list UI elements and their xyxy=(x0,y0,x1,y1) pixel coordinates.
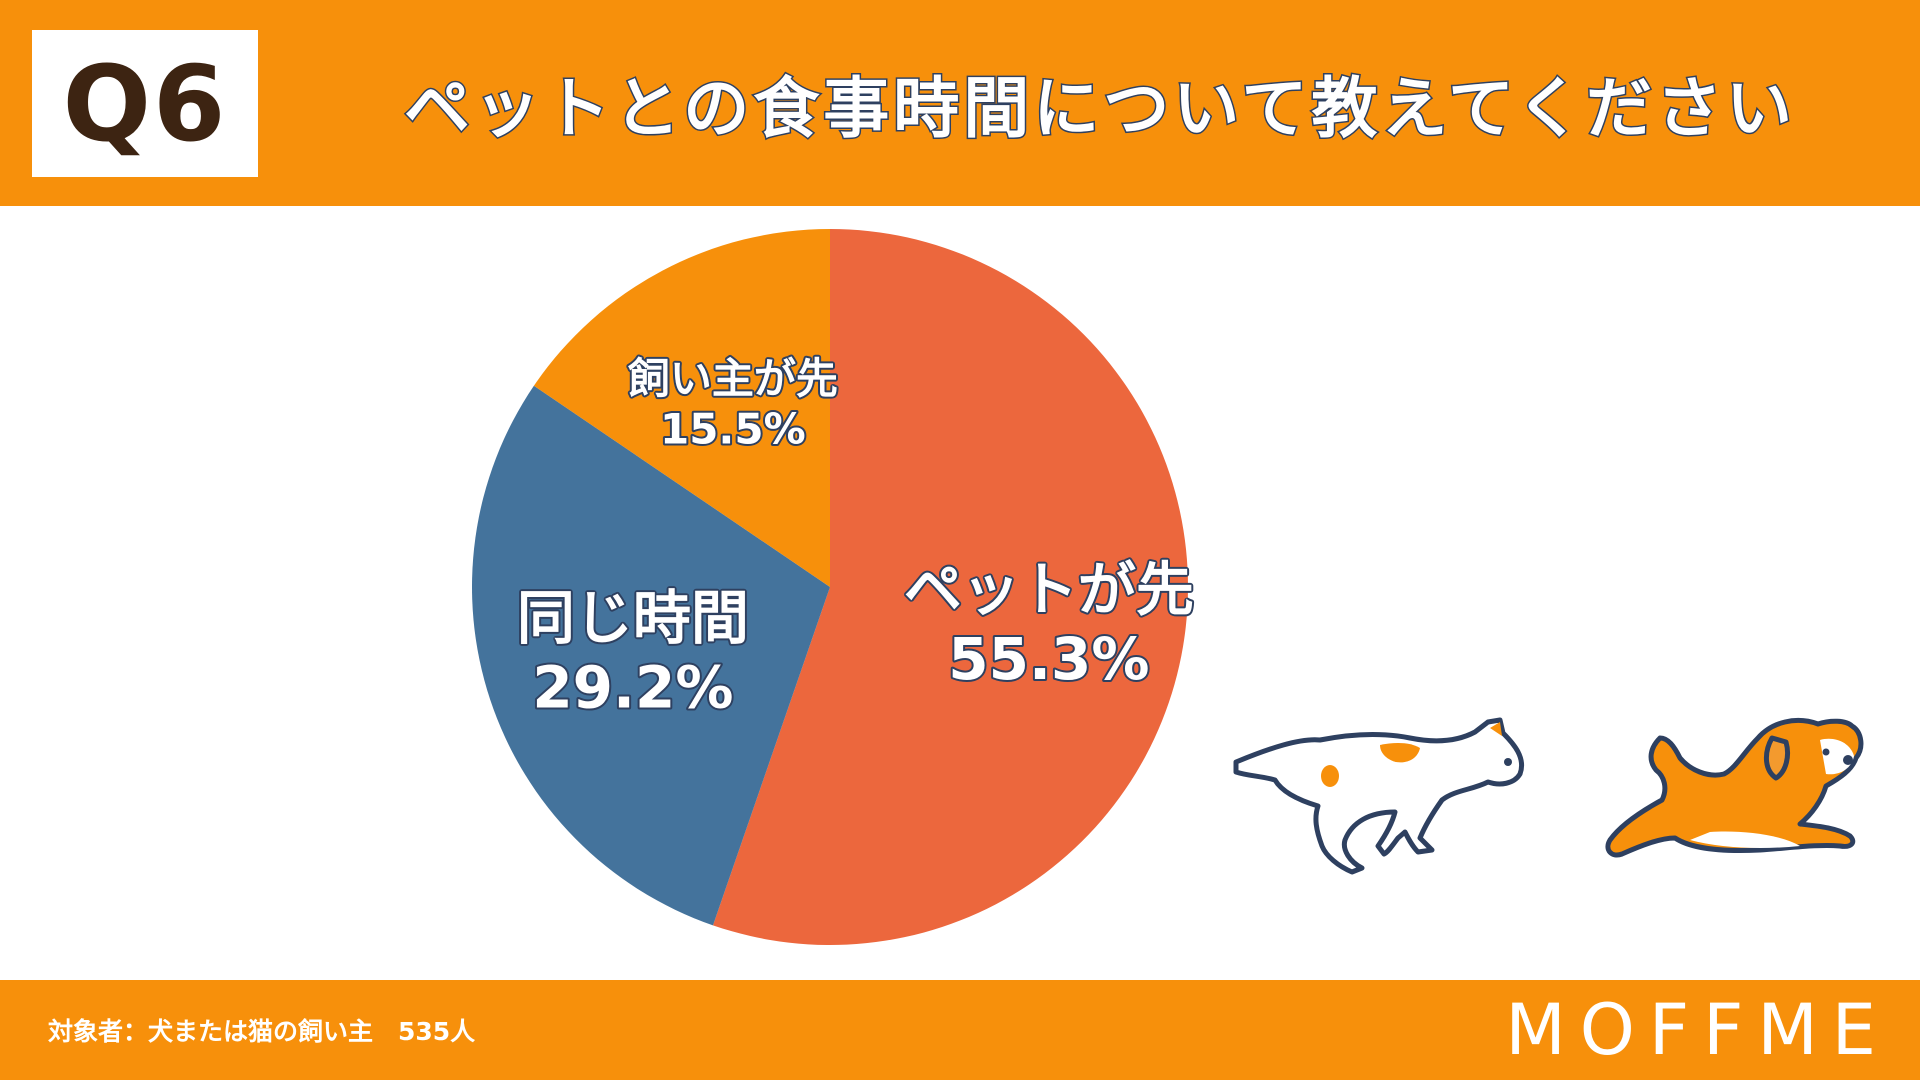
pie-slice-owner-first xyxy=(533,228,830,587)
page-title: ペットとの食事時間について教えてください xyxy=(402,69,1797,149)
pie-label-owner-first: 飼い主が先 15.5% xyxy=(628,354,838,453)
survey-footnote: 対象者：犬または猫の飼い主 535人 xyxy=(48,1017,476,1046)
header-bar: Q6 ペットとの食事時間について教えてください xyxy=(0,0,1920,206)
footer-bar: 対象者：犬または猫の飼い主 535人 MOFFME xyxy=(0,980,1920,1080)
question-badge: Q6 xyxy=(32,30,258,177)
pie-slice-pet-first xyxy=(712,229,1188,945)
pie-slice-same-time xyxy=(472,385,830,926)
brand-logo: MOFFME xyxy=(1505,989,1890,1071)
pie-label-same-time: 同じ時間 29.2% xyxy=(517,584,749,722)
question-number: Q6 xyxy=(62,42,228,165)
pie-label-pet-first: ペットが先 55.3% xyxy=(904,555,1194,693)
